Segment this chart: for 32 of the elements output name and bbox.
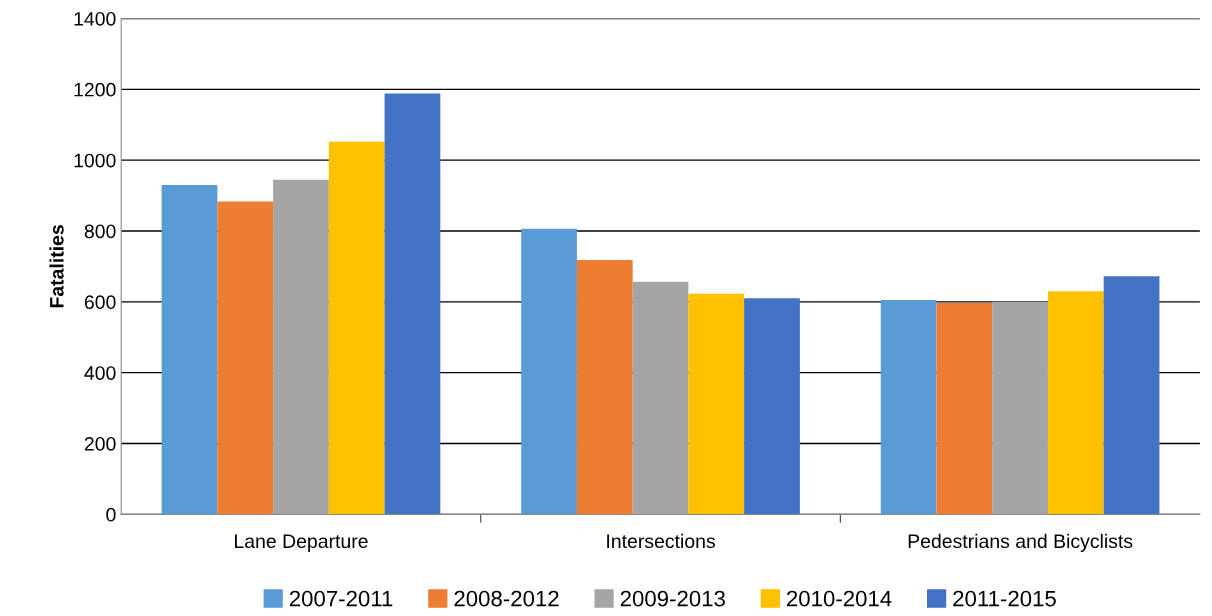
bar bbox=[744, 298, 800, 515]
y-tick-label: 0 bbox=[106, 507, 116, 522]
y-tick-label: 800 bbox=[84, 224, 116, 239]
bar bbox=[273, 179, 329, 515]
bar bbox=[521, 228, 577, 515]
x-tick-label: Pedestrians and Bicyclists bbox=[908, 533, 1133, 552]
legend-label: 2007-2011 bbox=[289, 590, 393, 607]
legend-label: 2008-2012 bbox=[454, 590, 559, 607]
y-tick-label: 1000 bbox=[74, 153, 116, 168]
y-tick-label: 400 bbox=[84, 366, 116, 380]
bar bbox=[217, 201, 274, 515]
bar bbox=[1047, 291, 1104, 515]
x-tick-label: Intersections bbox=[607, 533, 715, 549]
y-axis-title: Fatalities bbox=[49, 225, 64, 308]
legend-label: 2011-2015 bbox=[953, 590, 1056, 607]
bar bbox=[328, 141, 385, 515]
bar bbox=[936, 302, 993, 515]
legend-label: 2010-2014 bbox=[787, 590, 892, 607]
bar bbox=[880, 300, 937, 515]
y-tick-label: 1200 bbox=[74, 82, 116, 97]
bar bbox=[161, 184, 218, 515]
y-tick-label: 600 bbox=[84, 295, 116, 310]
legend-label: 2009-2013 bbox=[620, 590, 725, 607]
bar bbox=[688, 293, 745, 515]
bar bbox=[1103, 276, 1160, 515]
y-tick-label: 200 bbox=[84, 436, 116, 451]
bar bbox=[576, 260, 633, 515]
bar bbox=[992, 301, 1048, 515]
x-tick-label: Lane Departure bbox=[235, 534, 368, 552]
bar bbox=[632, 281, 689, 515]
y-tick-label: 1400 bbox=[74, 11, 116, 26]
bar bbox=[384, 93, 441, 515]
